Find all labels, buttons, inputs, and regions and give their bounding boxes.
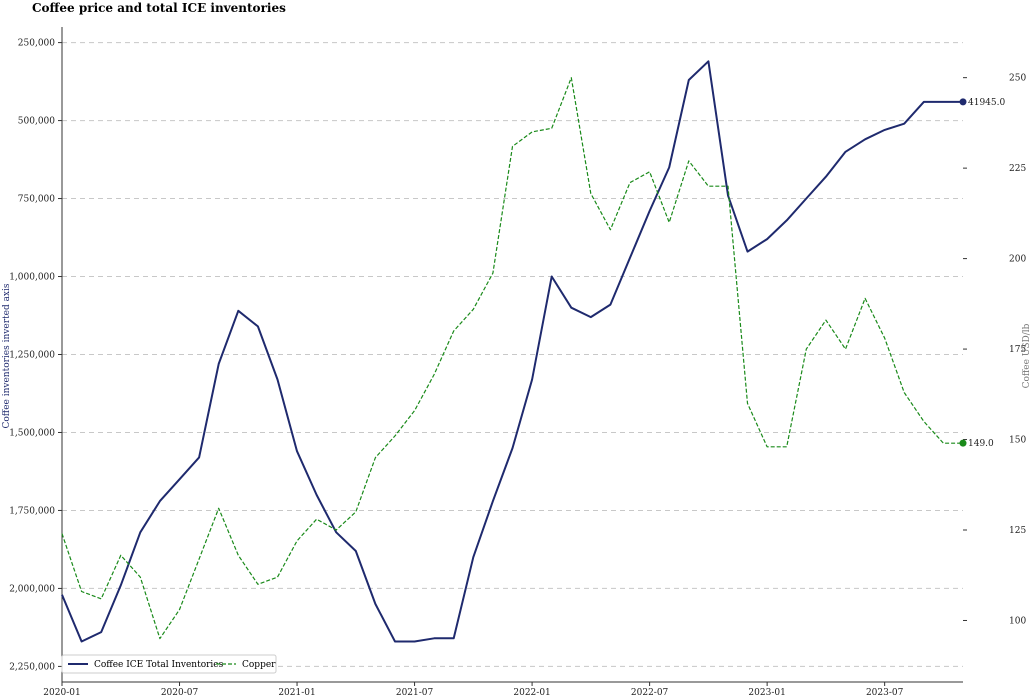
copper-end-marker [959, 439, 967, 447]
x-tick-label: 2021-07 [396, 688, 434, 697]
legend-copper-label: Copper [242, 660, 276, 670]
series-group: 41945.0 149.0 [61, 60, 1005, 643]
left-tick-label: 500,000 [18, 117, 55, 127]
x-tick-label: 2023-01 [748, 688, 785, 697]
right-axis: 100 125 150 175 200 225 250 [963, 74, 1026, 626]
x-axis: 2020-01 2020-07 2021-01 2021-07 2022-01 2022-… [43, 681, 963, 697]
right-tick-label: 225 [1009, 164, 1026, 174]
left-tick-label: 250,000 [18, 39, 55, 49]
x-tick-label: 2020-01 [43, 688, 80, 697]
x-tick-label: 2023-07 [866, 688, 904, 697]
left-axis: 250,000 500,000 750,000 1,000,000 1,250,000 1… [9, 27, 63, 682]
x-tick-label: 2022-01 [513, 688, 550, 697]
x-tick-label: 2022-07 [631, 688, 669, 697]
legend-inventories-label: Coffee ICE Total Inventories [94, 660, 224, 670]
left-tick-label: 2,250,000 [9, 662, 55, 672]
right-tick-label: 125 [1009, 526, 1026, 536]
copper-end-label: 149.0 [968, 439, 994, 449]
right-tick-label: 100 [1009, 616, 1026, 626]
inventories-end-marker [959, 98, 967, 106]
inventories-line [61, 60, 963, 643]
right-tick-label: 250 [1009, 74, 1026, 84]
legend: Coffee ICE Total Inventories Copper [61, 654, 277, 674]
left-tick-label: 750,000 [18, 195, 55, 205]
x-tick-label: 2020-07 [161, 688, 199, 697]
right-tick-label: 200 [1009, 255, 1026, 265]
right-tick-label: 150 [1009, 436, 1026, 446]
right-axis-label: Coffee USD/lb [1022, 323, 1032, 388]
left-tick-label: 1,500,000 [9, 428, 55, 438]
left-tick-label: 1,250,000 [9, 351, 55, 361]
left-tick-label: 1,000,000 [9, 273, 55, 283]
left-tick-label: 2,000,000 [9, 584, 55, 594]
right-tick-label: 175 [1009, 345, 1026, 355]
copper-line [61, 77, 963, 640]
left-tick-label: 1,750,000 [9, 506, 55, 516]
gridlines [62, 42, 963, 667]
x-tick-label: 2021-01 [278, 688, 315, 697]
chart-title: Coffee price and total ICE inventories [32, 1, 286, 15]
legend-box [61, 654, 277, 674]
left-axis-label: Coffee inventories inverted axis [2, 283, 12, 428]
inventories-end-label: 41945.0 [968, 98, 1005, 108]
